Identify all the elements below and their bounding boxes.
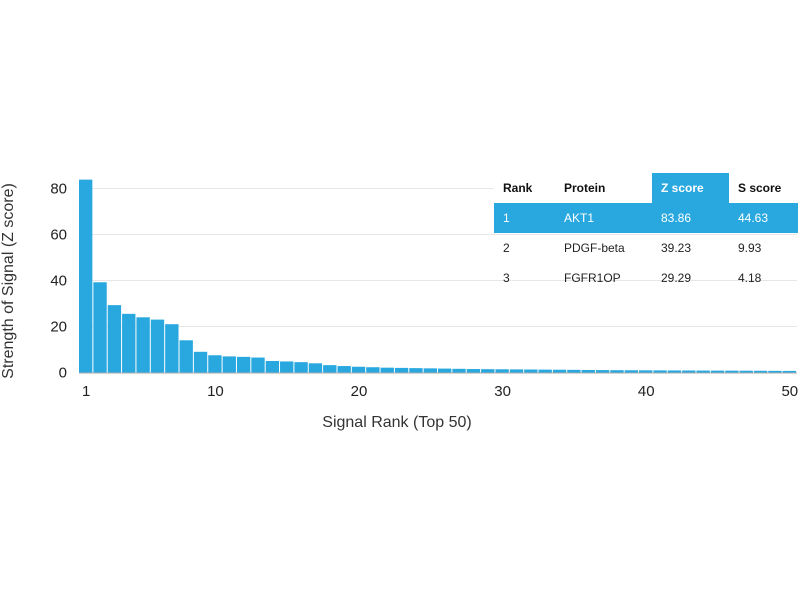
cell-protein: FGFR1OP bbox=[564, 271, 621, 285]
table-header-row: Rank Protein Z score S score bbox=[494, 173, 798, 203]
cell-z-score: 29.29 bbox=[661, 271, 692, 285]
bar-rank-25 bbox=[423, 368, 437, 373]
y-tick-label: 0 bbox=[59, 365, 67, 382]
bar-rank-33 bbox=[538, 369, 552, 373]
bar-rank-5 bbox=[136, 317, 150, 373]
bar-rank-22 bbox=[380, 367, 394, 373]
bar-rank-38 bbox=[610, 370, 624, 373]
bar-rank-21 bbox=[366, 367, 380, 373]
bar-rank-19 bbox=[337, 366, 351, 373]
bar-rank-44 bbox=[696, 370, 710, 373]
x-tick-label: 50 bbox=[781, 383, 798, 400]
y-tick-label: 40 bbox=[50, 273, 67, 290]
x-tick-label: 30 bbox=[494, 383, 511, 400]
cell-s-score: 9.93 bbox=[738, 241, 762, 255]
bar-rank-1 bbox=[79, 179, 93, 373]
chart-bars bbox=[79, 179, 796, 373]
bar-rank-24 bbox=[409, 368, 423, 373]
x-tick-label: 40 bbox=[638, 383, 655, 400]
cell-s-score: 4.18 bbox=[738, 271, 762, 285]
bar-rank-50 bbox=[782, 370, 796, 373]
bar-rank-47 bbox=[739, 370, 753, 373]
cell-rank: 3 bbox=[503, 271, 510, 285]
cell-rank: 2 bbox=[503, 241, 510, 255]
bar-rank-13 bbox=[251, 357, 265, 373]
bar-rank-40 bbox=[639, 370, 653, 373]
x-tick-label: 1 bbox=[82, 383, 90, 400]
bar-rank-30 bbox=[495, 369, 509, 373]
cell-z-score: 83.86 bbox=[652, 203, 729, 233]
bar-rank-16 bbox=[294, 362, 308, 373]
x-axis-ticks: 1 10 20 30 40 50 bbox=[82, 383, 798, 400]
bar-rank-37 bbox=[595, 370, 610, 373]
table-row: 2 PDGF-beta 39.23 9.93 bbox=[494, 233, 798, 263]
bar-rank-9 bbox=[193, 351, 208, 373]
bar-rank-10 bbox=[208, 355, 222, 373]
bar-rank-48 bbox=[753, 370, 768, 373]
bar-rank-7 bbox=[165, 324, 179, 373]
bar-rank-3 bbox=[107, 305, 122, 373]
bar-rank-17 bbox=[308, 363, 323, 373]
cell-z-score: 39.23 bbox=[661, 241, 692, 255]
x-tick-label: 10 bbox=[207, 383, 224, 400]
bar-rank-15 bbox=[280, 361, 294, 373]
x-tick-label: 20 bbox=[351, 383, 368, 400]
bar-rank-27 bbox=[452, 368, 466, 373]
bar-rank-41 bbox=[653, 370, 667, 373]
bar-rank-34 bbox=[552, 369, 567, 373]
bar-rank-29 bbox=[481, 369, 495, 373]
top-proteins-table: Rank Protein Z score S score 1 AKT1 83.8… bbox=[494, 173, 798, 293]
header-rank: Rank bbox=[494, 173, 555, 203]
bar-rank-8 bbox=[179, 340, 193, 373]
bar-rank-45 bbox=[710, 370, 725, 373]
table-row: 3 FGFR1OP 29.29 4.18 bbox=[494, 263, 798, 293]
bar-rank-49 bbox=[768, 370, 782, 373]
bar-rank-42 bbox=[667, 370, 682, 373]
bar-rank-36 bbox=[581, 369, 595, 373]
header-protein: Protein bbox=[555, 173, 652, 203]
bar-rank-46 bbox=[725, 370, 739, 373]
bar-rank-31 bbox=[509, 369, 524, 373]
bar-rank-35 bbox=[567, 369, 581, 373]
y-tick-label: 60 bbox=[50, 227, 67, 244]
table-row: 1 AKT1 83.86 44.63 bbox=[494, 203, 798, 233]
bar-rank-28 bbox=[466, 369, 481, 373]
bar-rank-20 bbox=[351, 366, 366, 373]
bar-rank-2 bbox=[93, 282, 107, 373]
x-axis-title: Signal Rank (Top 50) bbox=[322, 414, 471, 431]
cell-s-score: 44.63 bbox=[729, 203, 798, 233]
bar-rank-12 bbox=[236, 356, 251, 373]
bar-rank-39 bbox=[624, 370, 639, 373]
cell-protein: PDGF-beta bbox=[564, 241, 625, 255]
bar-rank-4 bbox=[122, 313, 136, 373]
header-s-score: S score bbox=[729, 173, 798, 203]
y-axis-ticks: 0 20 40 60 80 bbox=[50, 181, 67, 382]
bar-rank-26 bbox=[438, 368, 452, 373]
y-tick-label: 80 bbox=[50, 181, 67, 198]
bar-rank-18 bbox=[323, 365, 337, 373]
bar-rank-11 bbox=[222, 356, 236, 373]
bar-rank-32 bbox=[524, 369, 538, 373]
bar-rank-43 bbox=[682, 370, 696, 373]
bar-rank-14 bbox=[265, 361, 280, 373]
cell-protein: AKT1 bbox=[555, 203, 652, 233]
y-axis-title: Strength of Signal (Z score) bbox=[0, 183, 17, 379]
header-z-score: Z score bbox=[652, 173, 729, 203]
cell-rank: 1 bbox=[494, 203, 555, 233]
y-tick-label: 20 bbox=[50, 319, 67, 336]
bar-rank-23 bbox=[394, 367, 409, 373]
bar-rank-6 bbox=[150, 319, 165, 373]
